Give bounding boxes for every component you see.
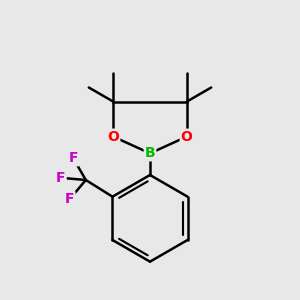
- Text: B: B: [145, 146, 155, 160]
- Text: O: O: [181, 130, 193, 144]
- Text: F: F: [56, 171, 66, 185]
- Text: F: F: [69, 151, 78, 165]
- Text: O: O: [107, 130, 119, 144]
- Text: F: F: [65, 192, 74, 206]
